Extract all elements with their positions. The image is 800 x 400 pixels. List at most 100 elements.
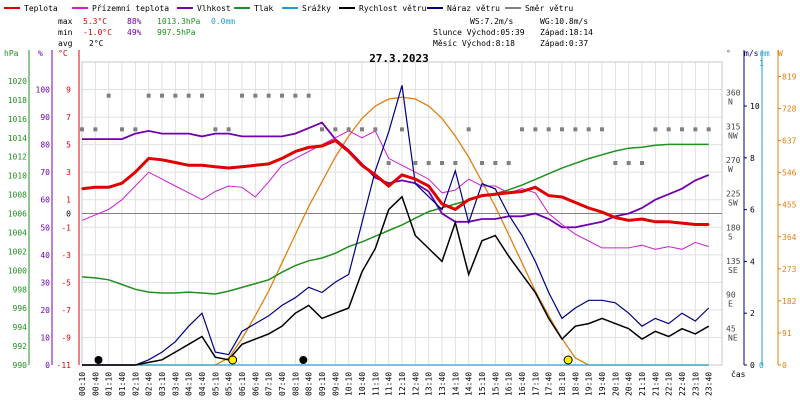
series-point-temperature — [547, 194, 550, 197]
series-point-wind-direction — [680, 127, 684, 132]
series-point-wind-direction — [293, 93, 298, 98]
tick-pressure: 1008 — [8, 191, 27, 200]
x-tick-label: 12:10 — [398, 372, 407, 396]
tick-wind: 10 — [750, 102, 760, 111]
sunrise-text: Slunce Východ:05:39 — [433, 28, 525, 37]
series-point-temperature — [347, 150, 350, 153]
series-point-wind-direction — [306, 93, 311, 98]
tick-solar: 364 — [782, 233, 797, 242]
x-tick-label: 06:40 — [251, 372, 260, 396]
tick-direction-value: 90 — [726, 291, 736, 300]
series-point-temperature — [147, 157, 150, 160]
axis-header-w: W — [778, 49, 783, 58]
x-tick-label: 23:40 — [705, 372, 714, 396]
tick-pressure: 1000 — [8, 266, 27, 275]
tick-humidity: 10 — [40, 333, 50, 342]
series-point-wind-direction — [120, 127, 124, 132]
series-point-wind-direction — [160, 93, 164, 98]
tick-humidity: 0 — [45, 361, 50, 370]
x-tick-label: 19:40 — [598, 372, 607, 396]
tick-direction-value: 270 — [726, 156, 741, 165]
tick-humidity: 80 — [40, 141, 50, 150]
series-point-temperature — [694, 223, 697, 226]
tick-wind: 6 — [750, 206, 755, 215]
series-point-temperature — [467, 198, 470, 201]
series-line-wind-gust — [82, 85, 710, 366]
tick-solar: 455 — [782, 201, 797, 210]
tick-temperature: -11 — [57, 361, 72, 370]
axes: 1020101810161014101210101008100610041002… — [8, 50, 797, 370]
tick-rain-max: 1 — [759, 59, 764, 68]
x-tick-label: 08:10 — [291, 372, 300, 396]
tick-temperature: 9 — [66, 86, 71, 95]
series-point-temperature — [654, 220, 657, 223]
series-point-temperature — [321, 145, 323, 147]
tick-direction-label: N — [728, 98, 733, 107]
series-line-wind-speed — [82, 195, 710, 366]
series-point-wind-direction — [373, 127, 378, 132]
series-point-temperature — [134, 171, 137, 173]
series-point-temperature — [94, 186, 97, 189]
x-tick-label: 02:40 — [145, 372, 154, 396]
series-point-temperature — [374, 174, 377, 176]
x-tick-label: 12:40 — [411, 372, 420, 396]
series-point-wind-direction — [586, 127, 591, 132]
series-line-ground-temperature — [81, 130, 709, 250]
series-point-temperature — [294, 150, 297, 153]
series-layer — [80, 85, 711, 366]
tick-wind: 2 — [750, 309, 755, 318]
series-point-temperature — [454, 208, 457, 211]
series-point-temperature — [587, 207, 590, 209]
tick-direction-label: SE — [728, 266, 738, 275]
series-point-wind-direction — [360, 127, 364, 132]
series-point-wind-direction — [280, 93, 284, 98]
series-point-temperature — [441, 203, 443, 205]
series-point-temperature — [387, 185, 390, 187]
tick-pressure: 1002 — [8, 247, 27, 256]
tick-temperature: -1 — [61, 223, 71, 232]
series-point-wind-direction — [106, 93, 111, 98]
wind-sun-info: WS:7.2m/s WG:10.8m/s Slunce Východ:05:39… — [433, 17, 593, 48]
x-tick-label: 23:10 — [691, 372, 700, 396]
chart-title: 27.3.2023 — [369, 52, 429, 65]
tick-direction-value: 135 — [726, 257, 741, 266]
tick-temperature: 3 — [66, 168, 71, 177]
tick-direction-label: S — [728, 232, 733, 241]
axis-header-percent: % — [38, 49, 43, 58]
moonset-text: Západ:0:37 — [540, 39, 588, 48]
tick-humidity: 30 — [40, 278, 50, 287]
tick-pressure: 996 — [13, 304, 28, 313]
stat-max-press: 1013.3hPa — [157, 17, 201, 26]
x-tick-label: 05:40 — [225, 372, 234, 396]
tick-solar: 637 — [782, 137, 797, 146]
tick-humidity: 40 — [40, 251, 50, 260]
x-tick-label: 17:10 — [531, 372, 540, 396]
series-point-temperature — [494, 193, 497, 196]
tick-pressure: 1006 — [8, 210, 27, 219]
series-point-wind-direction — [560, 127, 564, 132]
tick-direction-value: 225 — [726, 190, 741, 199]
moonrise-marker — [299, 356, 308, 364]
tick-temperature: -5 — [61, 278, 71, 287]
tick-temperature: 5 — [66, 141, 71, 150]
series-point-wind-direction — [200, 93, 204, 98]
series-point-wind-direction — [600, 127, 604, 132]
series-point-temperature — [521, 190, 523, 193]
tick-wind: 0 — [750, 361, 755, 370]
axis-header-ms: m/s — [744, 49, 759, 58]
tick-direction-label: E — [728, 300, 733, 309]
series-point-wind-direction — [493, 161, 498, 165]
marker-layer — [94, 355, 573, 365]
series-point-wind-direction — [240, 93, 244, 98]
x-tick-label: 06:10 — [238, 372, 247, 396]
series-point-temperature — [401, 174, 403, 176]
tick-pressure: 1012 — [8, 153, 27, 162]
x-tick-label: 21:10 — [638, 372, 647, 396]
series-point-wind-direction — [506, 161, 511, 165]
series-point-wind-direction — [653, 127, 658, 132]
tick-humidity: 90 — [40, 113, 50, 122]
series-point-wind-direction — [386, 161, 391, 165]
x-tick-label: 22:10 — [665, 372, 674, 396]
tick-direction-label: W — [728, 165, 733, 174]
tick-temperature: -7 — [61, 306, 71, 315]
